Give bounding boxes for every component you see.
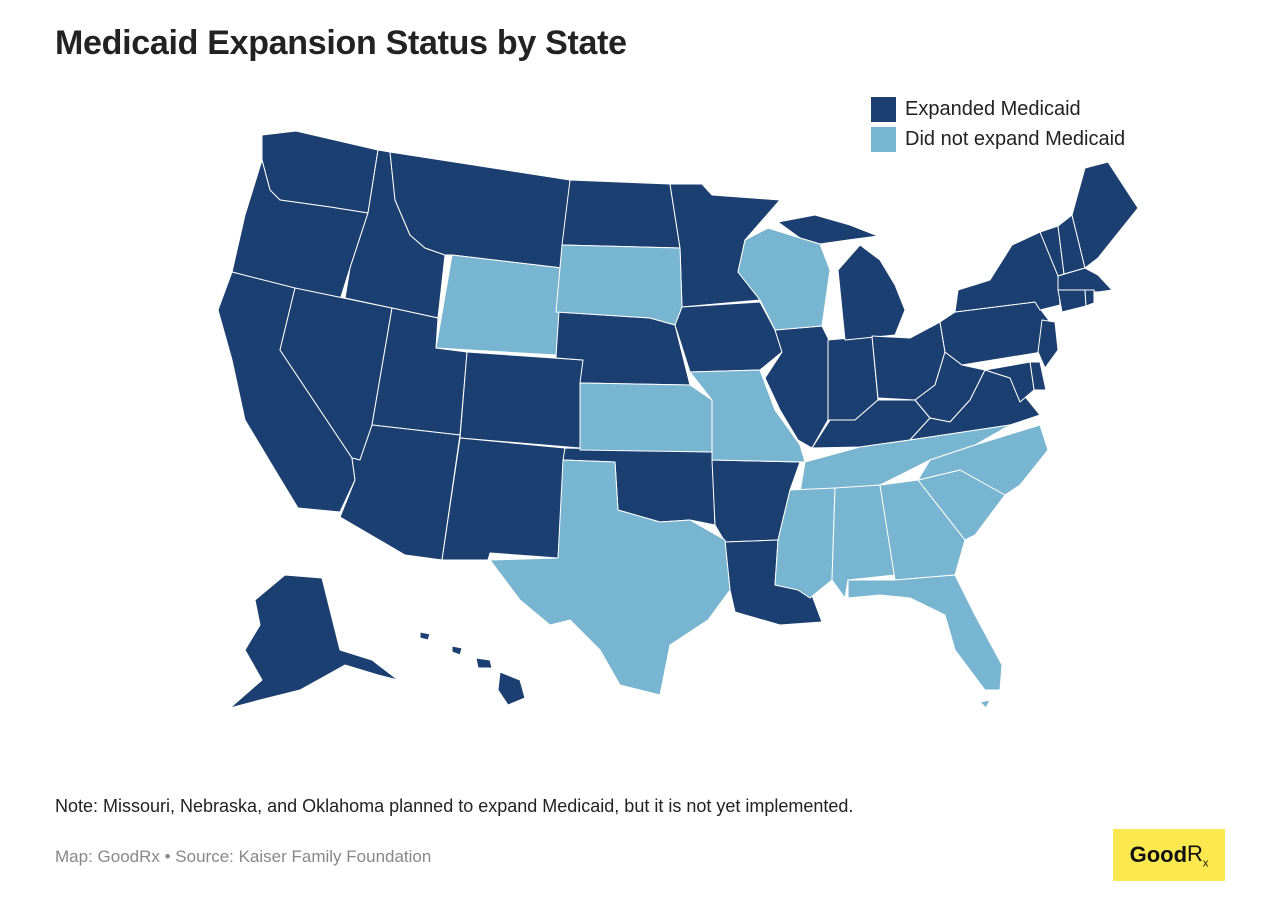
legend-swatch-expanded — [871, 96, 896, 122]
state-il — [764, 325, 831, 449]
state-ny — [954, 231, 1061, 313]
state-mo — [689, 369, 806, 463]
legend: Expanded Medicaid Did not expand Medicai… — [871, 94, 1125, 154]
state-wi — [737, 227, 831, 331]
legend-label-not-expanded: Did not expand Medicaid — [905, 127, 1126, 150]
goodrx-logo: Good Rx — [1113, 829, 1225, 881]
state-nd — [561, 179, 681, 249]
state-ri — [1084, 289, 1095, 307]
state-ga — [879, 479, 966, 581]
logo-rx: Rx — [1187, 840, 1209, 870]
state-ks — [579, 382, 713, 453]
state-fl-keys — [979, 699, 991, 709]
legend-item-expanded: Expanded Medicaid — [871, 94, 1125, 124]
state-hi — [419, 631, 526, 706]
legend-label-expanded: Expanded Medicaid — [905, 97, 1081, 120]
logo-text: Good — [1129, 842, 1188, 867]
state-nc — [917, 424, 1049, 496]
footnote: Note: Missouri, Nebraska, and Oklahoma p… — [55, 796, 854, 816]
source-credit: Map: GoodRx • Source: Kaiser Family Foun… — [55, 847, 432, 866]
state-nj — [1037, 319, 1059, 369]
state-md — [984, 361, 1035, 403]
map-title: Medicaid Expansion Status by State — [55, 24, 627, 62]
state-ak — [229, 574, 399, 709]
legend-swatch-not-expanded — [871, 126, 896, 152]
legend-item-not-expanded: Did not expand Medicaid — [871, 124, 1125, 154]
state-fl — [847, 574, 1003, 691]
state-me — [1071, 161, 1139, 269]
state-ia — [674, 301, 783, 373]
state-ct — [1057, 289, 1087, 313]
state-co — [459, 351, 584, 449]
state-nm — [441, 437, 566, 561]
state-tx — [489, 459, 731, 696]
state-sd — [555, 244, 683, 326]
state-wy — [435, 254, 563, 356]
